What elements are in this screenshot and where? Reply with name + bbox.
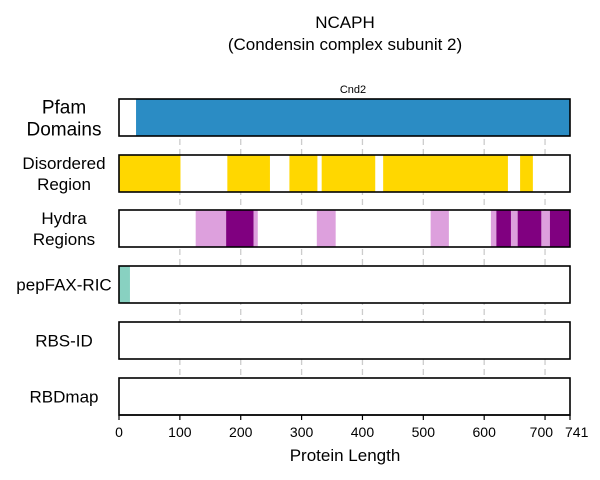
track-label: Pfam [42, 98, 86, 119]
segment-bar [490, 210, 497, 247]
x-tick-label: 300 [290, 424, 314, 440]
track-label: pepFAX-RIC [16, 276, 111, 295]
track-frame [118, 209, 571, 248]
track-label: Domains [27, 120, 102, 141]
track-row: Hydra Regions [33, 209, 571, 249]
segment-label: Cnd2 [340, 84, 366, 96]
track-background [119, 322, 570, 359]
track-label: RBS-ID [35, 332, 93, 351]
segment-bar [541, 210, 550, 247]
segment-bar [227, 155, 270, 192]
chart-subtitle: (Condensin complex subunit 2) [228, 35, 462, 54]
x-tick-label: 100 [168, 424, 192, 440]
track-label: RBDmap [30, 388, 99, 407]
segment-bar [510, 210, 518, 247]
track-label: Hydra [41, 209, 87, 228]
x-axis-label: Protein Length [290, 446, 401, 465]
x-tick-label: 600 [473, 424, 497, 440]
chart-title: NCAPH [315, 13, 375, 32]
track-label: Disordered [22, 154, 105, 173]
segment-bar [517, 210, 542, 247]
track-background [119, 266, 570, 303]
x-axis: 0 100 200 300 400 500 600 700 741 [115, 414, 589, 440]
segment-bar [289, 155, 318, 192]
x-tick-label: 0 [115, 424, 123, 440]
track-label: Regions [33, 230, 95, 249]
track-row: Disordered Region [22, 154, 571, 194]
grid-lines [179, 99, 546, 415]
track-row: RBDmap [30, 377, 571, 416]
segment-bar [226, 210, 254, 247]
track-frame [118, 321, 571, 360]
segment-bar [549, 210, 570, 247]
x-tick-label: 741 [565, 424, 589, 440]
segment-bar [316, 210, 336, 247]
track-frame [118, 154, 571, 193]
track-label: Region [37, 175, 91, 194]
track-row: pepFAX-RIC [16, 265, 571, 304]
segment-bar [119, 266, 130, 303]
segment-bar [136, 99, 570, 136]
track-frame [118, 98, 571, 137]
segment-bar [253, 210, 258, 247]
x-tick-label: 700 [530, 424, 554, 440]
x-tick-label: 500 [412, 424, 436, 440]
segment-bar [496, 210, 511, 247]
track-frame [118, 265, 571, 304]
segment-bar [383, 155, 508, 192]
segment-bar [321, 155, 376, 192]
segment-bar [520, 155, 533, 192]
segment-bar [119, 155, 181, 192]
track-background [119, 378, 570, 415]
track-row: RBS-ID [35, 321, 571, 360]
segment-bar [430, 210, 449, 247]
x-tick-label: 400 [351, 424, 375, 440]
segment-bar [195, 210, 227, 247]
x-tick-label: 200 [229, 424, 253, 440]
